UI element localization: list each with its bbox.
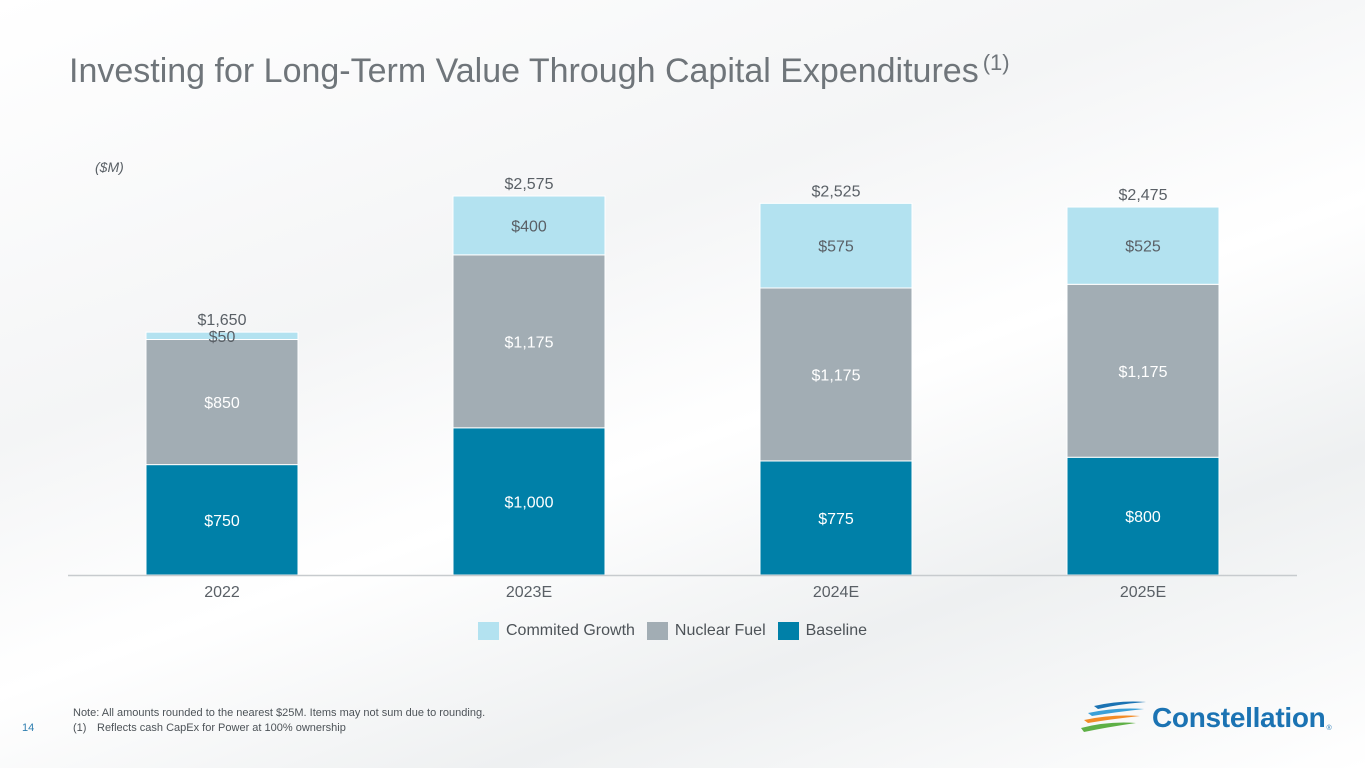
footnote-1-text: Reflects cash CapEx for Power at 100% ow…	[97, 722, 346, 734]
bar-baseline-2022	[145, 464, 299, 576]
unit-label: ($M)	[95, 159, 124, 175]
data-label-nuclear-fuel-2023e: $1,175	[505, 334, 554, 351]
registered-mark: ®	[1326, 725, 1332, 732]
constellation-logo: Constellation ®	[1080, 700, 1332, 736]
data-label-nuclear-fuel-2025e: $1,175	[1119, 364, 1168, 381]
rounding-note: Note: All amounts rounded to the nearest…	[73, 707, 486, 719]
bar-commited-growth-2023e	[452, 195, 606, 256]
title-text: Investing for Long-Term Value Through Ca…	[69, 52, 979, 90]
x-tick-label-2022: 2022	[204, 584, 240, 601]
legend-item-nuclear-fuel: Nuclear Fuel	[646, 622, 766, 640]
bar-commited-growth-2025e	[1066, 206, 1220, 285]
total-label-2024e: $2,525	[812, 183, 861, 200]
swoosh-logo-icon	[1081, 701, 1146, 732]
footnote-1: (1) Reflects cash CapEx for Power at 100%…	[73, 721, 485, 736]
page-number: 14	[22, 722, 35, 734]
bar-baseline-2024e	[759, 460, 913, 576]
total-label-2022: $1,650	[198, 312, 247, 329]
bar-nuclear-fuel-2024e	[759, 287, 913, 462]
data-label-baseline-2024e: $775	[818, 511, 854, 528]
bar-baseline-2025e	[1066, 456, 1220, 576]
data-label-commited-growth-2025e: $525	[1125, 239, 1161, 256]
total-label-2023e: $2,575	[505, 176, 554, 193]
data-label-commited-growth-2024e: $575	[818, 239, 854, 256]
x-tick-label-2025e: 2025E	[1120, 584, 1166, 601]
bar-commited-growth-2022	[145, 331, 299, 341]
legend-swatch-baseline	[777, 622, 799, 640]
data-label-baseline-2022: $750	[204, 513, 240, 530]
page-title: Investing for Long-Term Value Through Ca…	[69, 50, 1010, 91]
stacked-bar-chart: $750 $850 $50$1,650 2022 $1,000 $1,175 $400 $2,…	[68, 176, 1297, 601]
legend-swatch-commited-growth	[478, 622, 499, 640]
bar-nuclear-fuel-2025e	[1066, 283, 1220, 458]
legend-label-commited-growth: Commited Growth	[506, 622, 635, 639]
logo-text: Constellation	[1152, 702, 1326, 733]
x-tick-label-2023e: 2023E	[506, 584, 552, 601]
data-label-commited-growth-2022: $50	[209, 329, 236, 346]
data-label-baseline-2023e: $1,000	[505, 494, 554, 511]
bar-commited-growth-2024e	[759, 202, 913, 289]
legend-item-commited-growth: Commited Growth	[478, 622, 635, 640]
footnotes: Note: All amounts rounded to the nearest…	[73, 706, 485, 736]
legend-item-baseline: Baseline	[777, 622, 867, 640]
legend-label-baseline: Baseline	[805, 622, 867, 639]
bar-nuclear-fuel-2022	[145, 339, 299, 466]
chart-legend: Commited Growth Nuclear Fuel Baseline	[478, 622, 879, 640]
bar-nuclear-fuel-2023e	[452, 254, 606, 429]
data-label-nuclear-fuel-2024e: $1,175	[812, 367, 861, 384]
legend-swatch-nuclear-fuel	[646, 622, 668, 640]
x-tick-label-2024e: 2024E	[813, 584, 859, 601]
data-label-nuclear-fuel-2022: $850	[204, 395, 240, 412]
data-label-baseline-2025e: $800	[1125, 509, 1161, 526]
legend-label-nuclear-fuel: Nuclear Fuel	[674, 622, 766, 639]
footnote-1-number: (1)	[73, 722, 87, 734]
data-label-commited-growth-2023e: $400	[511, 218, 547, 235]
total-label-2025e: $2,475	[1119, 187, 1168, 204]
title-footnote-marker: (1)	[982, 50, 1010, 75]
